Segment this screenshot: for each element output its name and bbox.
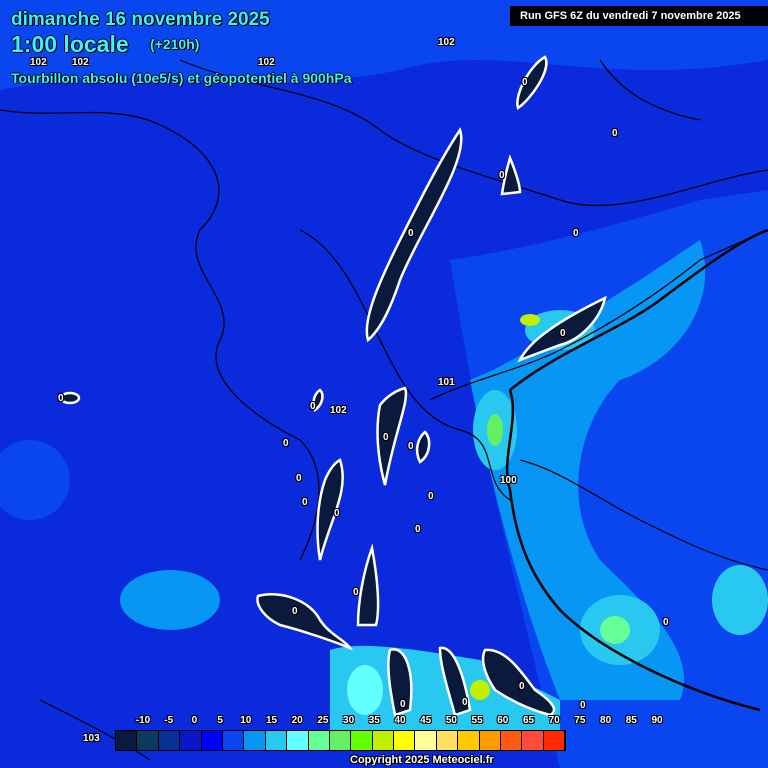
legend-swatch [116,731,138,750]
legend-swatch [158,731,181,750]
legend-tick: 65 [522,715,535,726]
legend-tick: 10 [240,715,252,726]
vorticity-label: 0 [296,473,302,484]
vorticity-label: 0 [334,508,340,519]
legend-swatch [137,731,159,750]
legend-tick: 45 [420,715,432,726]
legend-tick: 35 [368,715,380,726]
legend-ticks: -10 -5 0 5 10 15 20 25 30 35 40 45 50 55 60 65 70 75 80 85 9… [125,715,663,727]
legend-swatch [351,731,373,750]
legend-swatch [522,731,544,750]
legend-tick: 15 [265,715,278,726]
legend-swatch [287,731,309,750]
legend-swatch [479,731,502,750]
vorticity-label: 0 [292,606,298,617]
vorticity-label: 0 [612,128,618,139]
legend-swatch [458,731,480,750]
legend-tick: 90 [651,715,663,726]
forecast-lead: (+210h) [150,36,200,52]
legend-swatch [372,731,395,750]
geopotential-contour [505,228,768,712]
geopotential-label: 102 [258,57,275,68]
geopotential-label: 100 [500,475,517,486]
legend-tick: 80 [600,715,612,726]
legend-tick: 40 [394,715,406,726]
vorticity-label: 0 [408,228,414,239]
geopotential-label: 102 [330,405,347,416]
vorticity-label: 0 [519,681,525,692]
vorticity-label: 0 [428,491,434,502]
run-info: Run GFS 6Z du vendredi 7 novembre 2025 [510,6,768,26]
vorticity-label: 0 [560,328,566,339]
vorticity-label: 0 [310,401,316,412]
legend-swatch [222,731,245,750]
legend-tick: 70 [548,715,560,726]
legend-swatch [415,731,437,750]
geopotential-label: 101 [438,377,455,388]
negative-vorticity-areas [59,55,607,717]
legend-swatch [201,731,223,750]
vorticity-label: 0 [408,441,414,452]
coastlines [0,59,768,761]
legend-tick: 20 [291,715,303,726]
vorticity-label: 0 [415,524,421,535]
geopotential-label: 102 [30,57,47,68]
legend-swatch [180,731,202,750]
geopotential-label: 102 [72,57,89,68]
legend-swatch [501,731,523,750]
legend-swatch [543,731,566,750]
legend-tick: 5 [217,715,223,726]
vorticity-label: 0 [462,697,468,708]
forecast-date: dimanche 16 novembre 2025 [11,9,270,30]
legend-tick: 25 [317,715,329,726]
vorticity-label: 0 [353,587,359,598]
vorticity-label: 0 [383,432,389,443]
geopotential-label: 103 [83,733,100,744]
vorticity-label: 0 [663,617,669,628]
legend-swatch [265,731,288,750]
vorticity-label: 0 [302,497,308,508]
vorticity-label: 0 [522,77,528,88]
legend-tick: 30 [343,715,355,726]
vorticity-label: 0 [573,228,579,239]
legend-tick: 85 [625,715,637,726]
legend-tick: 50 [445,715,457,726]
color-legend [115,730,567,751]
vorticity-label: 0 [400,699,406,710]
vorticity-label: 0 [58,393,64,404]
vorticity-label: 0 [580,700,586,711]
legend-swatch [244,731,266,750]
vorticity-label: 0 [499,170,505,181]
legend-tick: -5 [164,715,174,726]
legend-tick: -10 [135,715,151,726]
legend-swatch [394,731,416,750]
copyright: Copyright 2025 Meteociel.fr [350,754,494,766]
legend-swatch [436,731,459,750]
legend-tick: 60 [497,715,509,726]
legend-swatch [329,731,352,750]
legend-swatch [308,731,330,750]
vorticity-label: 0 [283,438,289,449]
legend-tick: 75 [574,715,586,726]
forecast-time: 1:00 locale [11,31,129,57]
field-title: Tourbillon absolu (10e5/s) et géopotenti… [11,70,352,86]
legend-tick: 0 [191,715,198,726]
geopotential-label: 102 [438,37,455,48]
legend-tick: 55 [471,715,483,726]
